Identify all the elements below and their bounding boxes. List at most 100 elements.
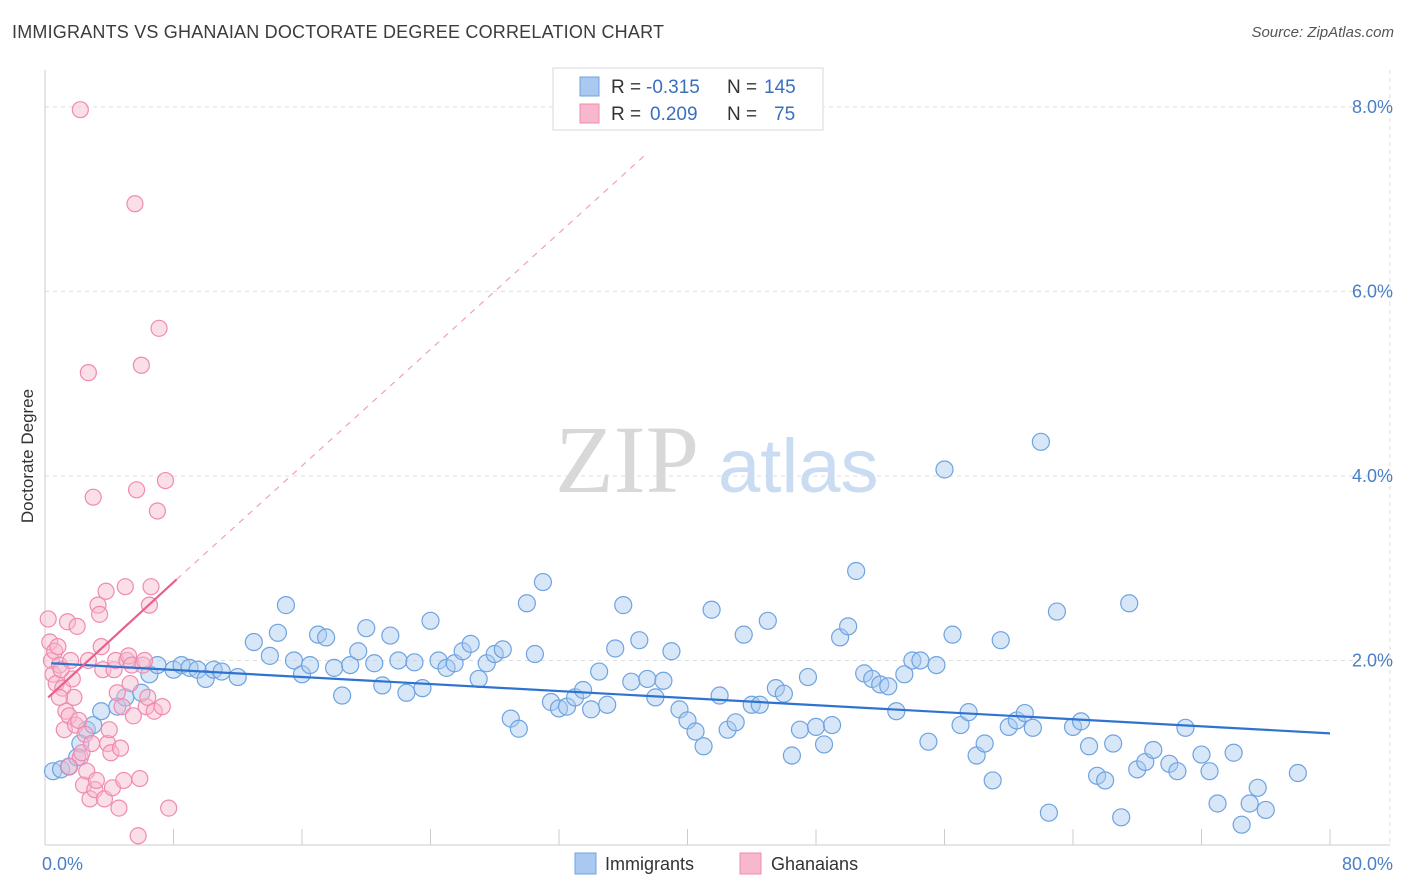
immigrants-point [887, 702, 906, 721]
immigrants-points [43, 432, 1307, 834]
immigrants-point [92, 702, 111, 721]
immigrants-point [1096, 771, 1115, 790]
y-tick-label-0: 2.0% [1352, 650, 1393, 670]
legend-immigrants-r: -0.315 [646, 77, 700, 98]
tick-labels: 2.0% 4.0% 6.0% 8.0% 0.0% 80.0% [42, 97, 1393, 874]
immigrants-point [750, 695, 769, 714]
immigrants-point [582, 700, 601, 719]
bottom-legend-immigrants: Immigrants [605, 854, 694, 874]
legend-r-label: R = [611, 77, 641, 98]
ghanaians-point [82, 734, 101, 753]
immigrants-point [927, 655, 946, 675]
immigrants-point [1192, 745, 1211, 764]
ghanaians-point [127, 481, 146, 499]
immigrants-point [1208, 794, 1227, 813]
immigrants-point [662, 642, 681, 661]
immigrants-point [276, 596, 296, 615]
ghanaians-point [129, 827, 147, 845]
ghanaians-point [139, 688, 157, 706]
legend-n-label-2: N = [727, 104, 757, 125]
ghanaians-point [100, 721, 118, 739]
immigrants-point [493, 640, 512, 659]
x-tick-label-max: 80.0% [1342, 854, 1393, 874]
immigrants-point [710, 686, 729, 705]
ghanaians-point [41, 633, 59, 651]
ghanaians-point [44, 665, 62, 683]
immigrants-point [1120, 594, 1139, 613]
immigrants-point [895, 665, 914, 684]
immigrants-point [469, 669, 488, 689]
ghanaians-point [150, 319, 168, 337]
ghanaians-point [74, 776, 93, 794]
immigrants-point [686, 722, 705, 741]
legend-ghanaians-r: 0.209 [650, 104, 698, 125]
bottom-legend: Immigrants Ghanaians [574, 852, 858, 875]
ghanaians-point [156, 471, 175, 490]
ghanaians-point [39, 610, 57, 628]
bottom-legend-immigrants-swatch [574, 852, 597, 875]
x-tick-label-min: 0.0% [42, 854, 83, 874]
trend-lines [47, 152, 1331, 735]
legend-ghanaians-swatch [579, 103, 600, 124]
immigrants-point [806, 717, 826, 737]
immigrants-point [1047, 602, 1067, 621]
immigrants-point [244, 632, 263, 652]
immigrants-point [598, 695, 617, 714]
ghanaians-point [111, 739, 130, 757]
ghanaians-point [62, 651, 80, 670]
legend-immigrants-n: 145 [764, 77, 796, 98]
ghanaians-point [116, 578, 134, 596]
immigrants-point [373, 676, 392, 695]
legend-immigrants-swatch [579, 76, 600, 97]
immigrants-point [814, 735, 834, 754]
ghanaians-point [97, 582, 115, 600]
y-tick-label-3: 8.0% [1352, 97, 1393, 117]
ghanaians-point [102, 744, 120, 762]
immigrants-point [316, 628, 336, 647]
ghanaians-point [119, 647, 138, 665]
ghanaians-point [71, 101, 89, 119]
ghanaians-point [81, 790, 99, 808]
immigrants-point [517, 594, 536, 613]
immigrants-point [782, 746, 802, 765]
immigrants-point [654, 671, 673, 690]
ghanaians-point [115, 771, 133, 790]
immigrants-point [935, 460, 954, 479]
bottom-legend-ghanaians-swatch [739, 852, 762, 875]
ghanaians-point [87, 771, 106, 790]
ghanaians-point [160, 799, 178, 817]
immigrants-point [357, 619, 376, 638]
immigrants-point [879, 677, 898, 696]
immigrants-point [1248, 778, 1267, 797]
immigrants-point [1112, 808, 1131, 827]
ghanaians-point [58, 613, 77, 631]
immigrants-point [1256, 800, 1275, 820]
ghanaians-point [121, 674, 139, 693]
immigrants-point [1079, 737, 1099, 756]
y-axis-label: Doctorate Degree [18, 389, 37, 523]
ghanaians-point [76, 725, 94, 743]
legend-box: R = -0.315 N = 145 R = 0.209 N = 75 [552, 67, 824, 131]
immigrants-point [1200, 762, 1219, 781]
ghanaians-point [124, 707, 142, 725]
immigrants-point [509, 719, 528, 738]
immigrants-point [365, 654, 384, 673]
chart-title: IMMIGRANTS VS GHANAIAN DOCTORATE DEGREE … [12, 22, 665, 42]
immigrants-point [983, 771, 1002, 790]
immigrants-point [421, 611, 440, 630]
immigrants-point [341, 655, 360, 675]
ghanaians-point [131, 769, 149, 788]
immigrants-point [1240, 794, 1259, 813]
immigrants-point [1176, 718, 1195, 737]
y-tick-label-2: 6.0% [1352, 281, 1393, 301]
immigrants-point [389, 651, 408, 670]
y-tick-label-1: 4.0% [1352, 466, 1393, 486]
immigrants-point [798, 667, 818, 687]
ghanaians-point [49, 638, 67, 656]
ghanaians-point [110, 799, 128, 817]
immigrants-point [975, 734, 994, 753]
legend-ghanaians-n: 75 [774, 104, 795, 125]
immigrants-point [525, 644, 545, 664]
ghanaians-point [92, 638, 110, 656]
